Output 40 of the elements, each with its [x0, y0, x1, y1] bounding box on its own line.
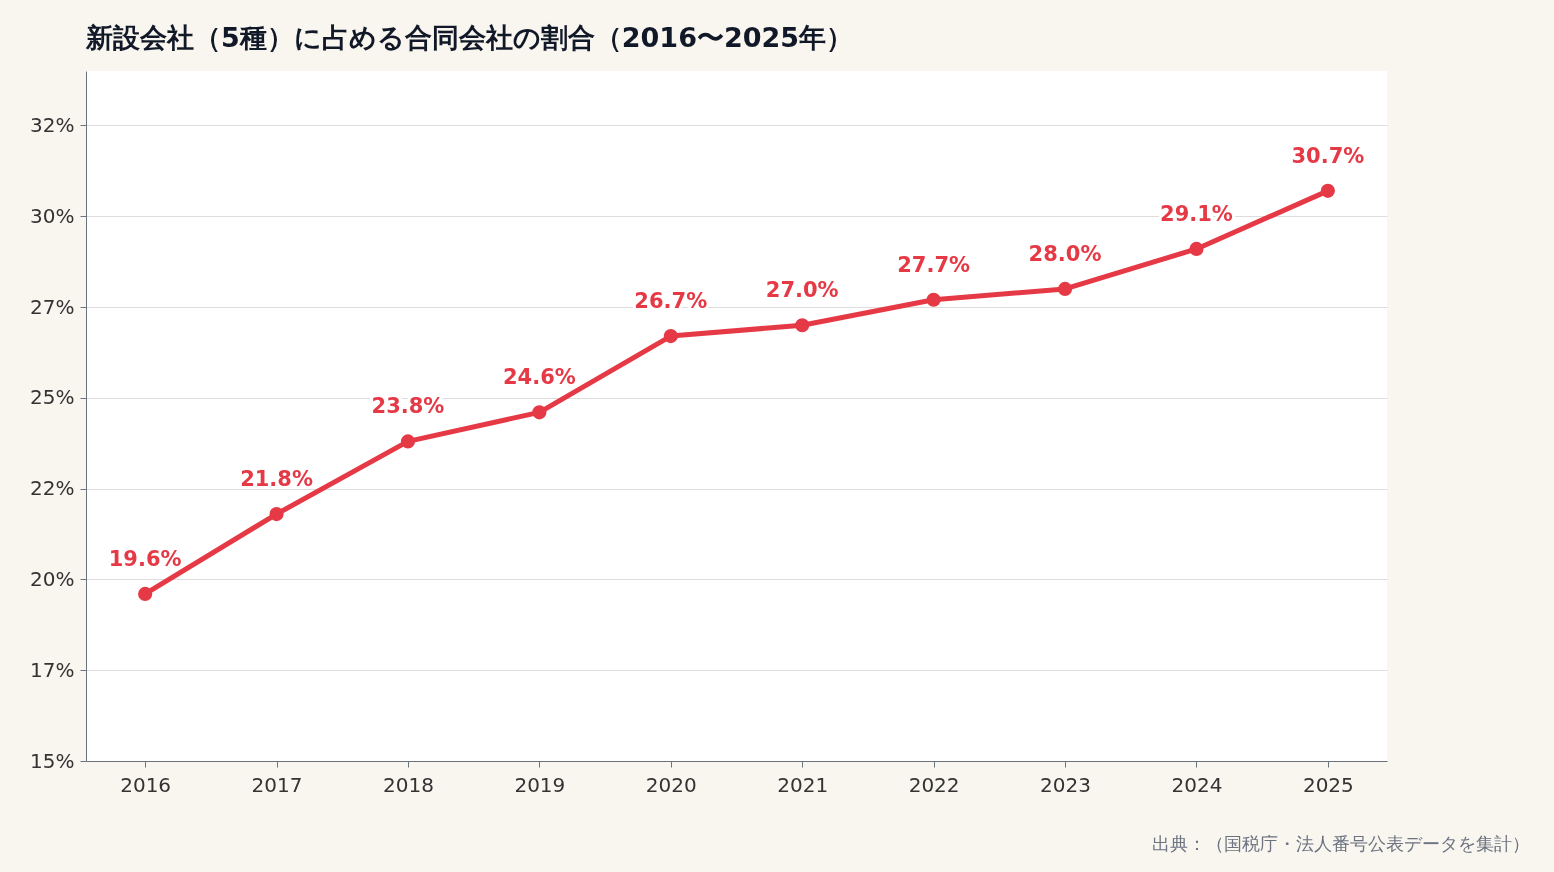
- source-note: 出典：（国税庁・法人番号公表データを集計）: [1152, 832, 1530, 856]
- x-tick-label: 2024: [1171, 772, 1223, 797]
- y-tick-label: 20%: [30, 566, 75, 591]
- point: [269, 507, 284, 522]
- x-tick-label: 2018: [383, 772, 434, 797]
- text: 26.7%: [634, 289, 708, 314]
- text: 21.8%: [240, 467, 313, 492]
- text: 23.8%: [371, 394, 445, 419]
- x-tick-label: 2025: [1302, 772, 1354, 797]
- x-tick-label: 2016: [120, 772, 172, 797]
- text: 29.1%: [1160, 201, 1233, 226]
- y-tick-label: 17%: [30, 657, 75, 682]
- y-tick-label: 27%: [30, 294, 75, 319]
- x-tick-label: 2023: [1040, 772, 1091, 797]
- point: [400, 434, 416, 449]
- x-tick-label: 2022: [908, 772, 960, 797]
- y-tick-label: 15%: [30, 748, 75, 773]
- chart-title: 新設会社（5種）に占める合同会社の割合（2016〜2025年）: [85, 22, 854, 53]
- y-tick-label: 30%: [30, 203, 75, 228]
- point: [926, 292, 941, 307]
- y-tick-label: 25%: [30, 385, 75, 410]
- point: [1320, 183, 1335, 198]
- text: 30.7%: [1291, 143, 1365, 168]
- point: [663, 329, 678, 344]
- y-tick-label: 32%: [30, 112, 75, 137]
- point: [795, 318, 810, 333]
- text: 19.6%: [108, 546, 182, 571]
- point: [138, 586, 153, 601]
- y-tick-label: 22%: [30, 476, 75, 501]
- point: [1189, 241, 1204, 256]
- x-tick-label: 2017: [251, 772, 303, 797]
- x-tick-label: 2019: [514, 772, 566, 797]
- point: [532, 405, 547, 420]
- x-tick-label: 2021: [777, 772, 829, 797]
- point: [1057, 281, 1073, 296]
- x-tick-label: 2020: [645, 772, 697, 797]
- text: 27.0%: [765, 278, 839, 303]
- text: 27.7%: [897, 252, 971, 277]
- text: 28.0%: [1028, 241, 1102, 266]
- text: 24.6%: [502, 365, 576, 390]
